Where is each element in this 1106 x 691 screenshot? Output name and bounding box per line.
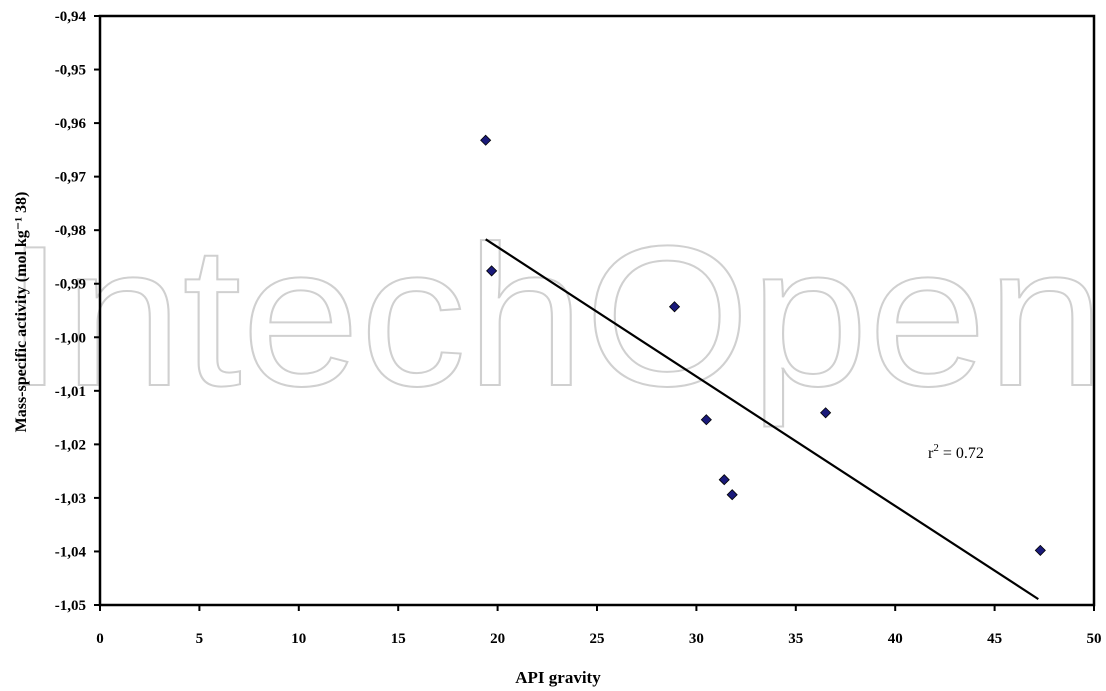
y-tick-label: -1,02 [55, 437, 86, 453]
y-tick-label: -1,03 [55, 491, 86, 507]
x-tick-label: 20 [490, 631, 505, 647]
y-axis-label: Mass-specific activity (mol kg⁻¹ 38) [13, 192, 30, 433]
x-axis-label: API gravity [515, 668, 601, 687]
data-point [480, 134, 492, 146]
x-tick-label: 30 [689, 631, 704, 647]
data-point [726, 489, 738, 501]
y-tick-label: -0,97 [55, 170, 87, 186]
y-tick-label: -0,95 [55, 63, 86, 79]
data-point [1034, 544, 1046, 556]
data-point [700, 414, 712, 426]
x-tick-label: 10 [291, 631, 306, 647]
trendline [485, 238, 1039, 601]
points-group [480, 134, 1046, 556]
watermark: IntechOpen [5, 205, 1105, 428]
y-tick-label: -1,01 [55, 384, 86, 400]
r-squared-annotation: r2 = 0.72 [928, 442, 984, 462]
x-tick-label: 35 [788, 631, 803, 647]
data-point [718, 474, 730, 486]
y-tick-label: -1,00 [55, 330, 86, 346]
trendline-group [485, 238, 1039, 601]
axes: 0 5 10 15 20 25 30 35 40 45 50 -0,94 -0,95 -0,96 -0,97… [55, 9, 1102, 647]
y-tick-label: -1,05 [55, 598, 86, 614]
y-tick-label: -1,04 [55, 544, 87, 560]
data-point [820, 407, 832, 419]
data-point [668, 301, 681, 313]
y-tick-label: -0,94 [55, 9, 87, 25]
y-tick-label: -0,98 [55, 223, 86, 239]
x-tick-label: 50 [1087, 631, 1102, 647]
data-point [486, 265, 498, 277]
y-tick-label: -0,96 [55, 116, 87, 132]
x-tick-label: 0 [96, 631, 104, 647]
y-tick-label: -0,99 [55, 277, 86, 293]
x-tick-label: 25 [590, 631, 605, 647]
x-tick-label: 5 [196, 631, 204, 647]
x-tick-label: 15 [391, 631, 406, 647]
x-tick-label: 45 [987, 631, 1002, 647]
x-tick-label: 40 [888, 631, 903, 647]
